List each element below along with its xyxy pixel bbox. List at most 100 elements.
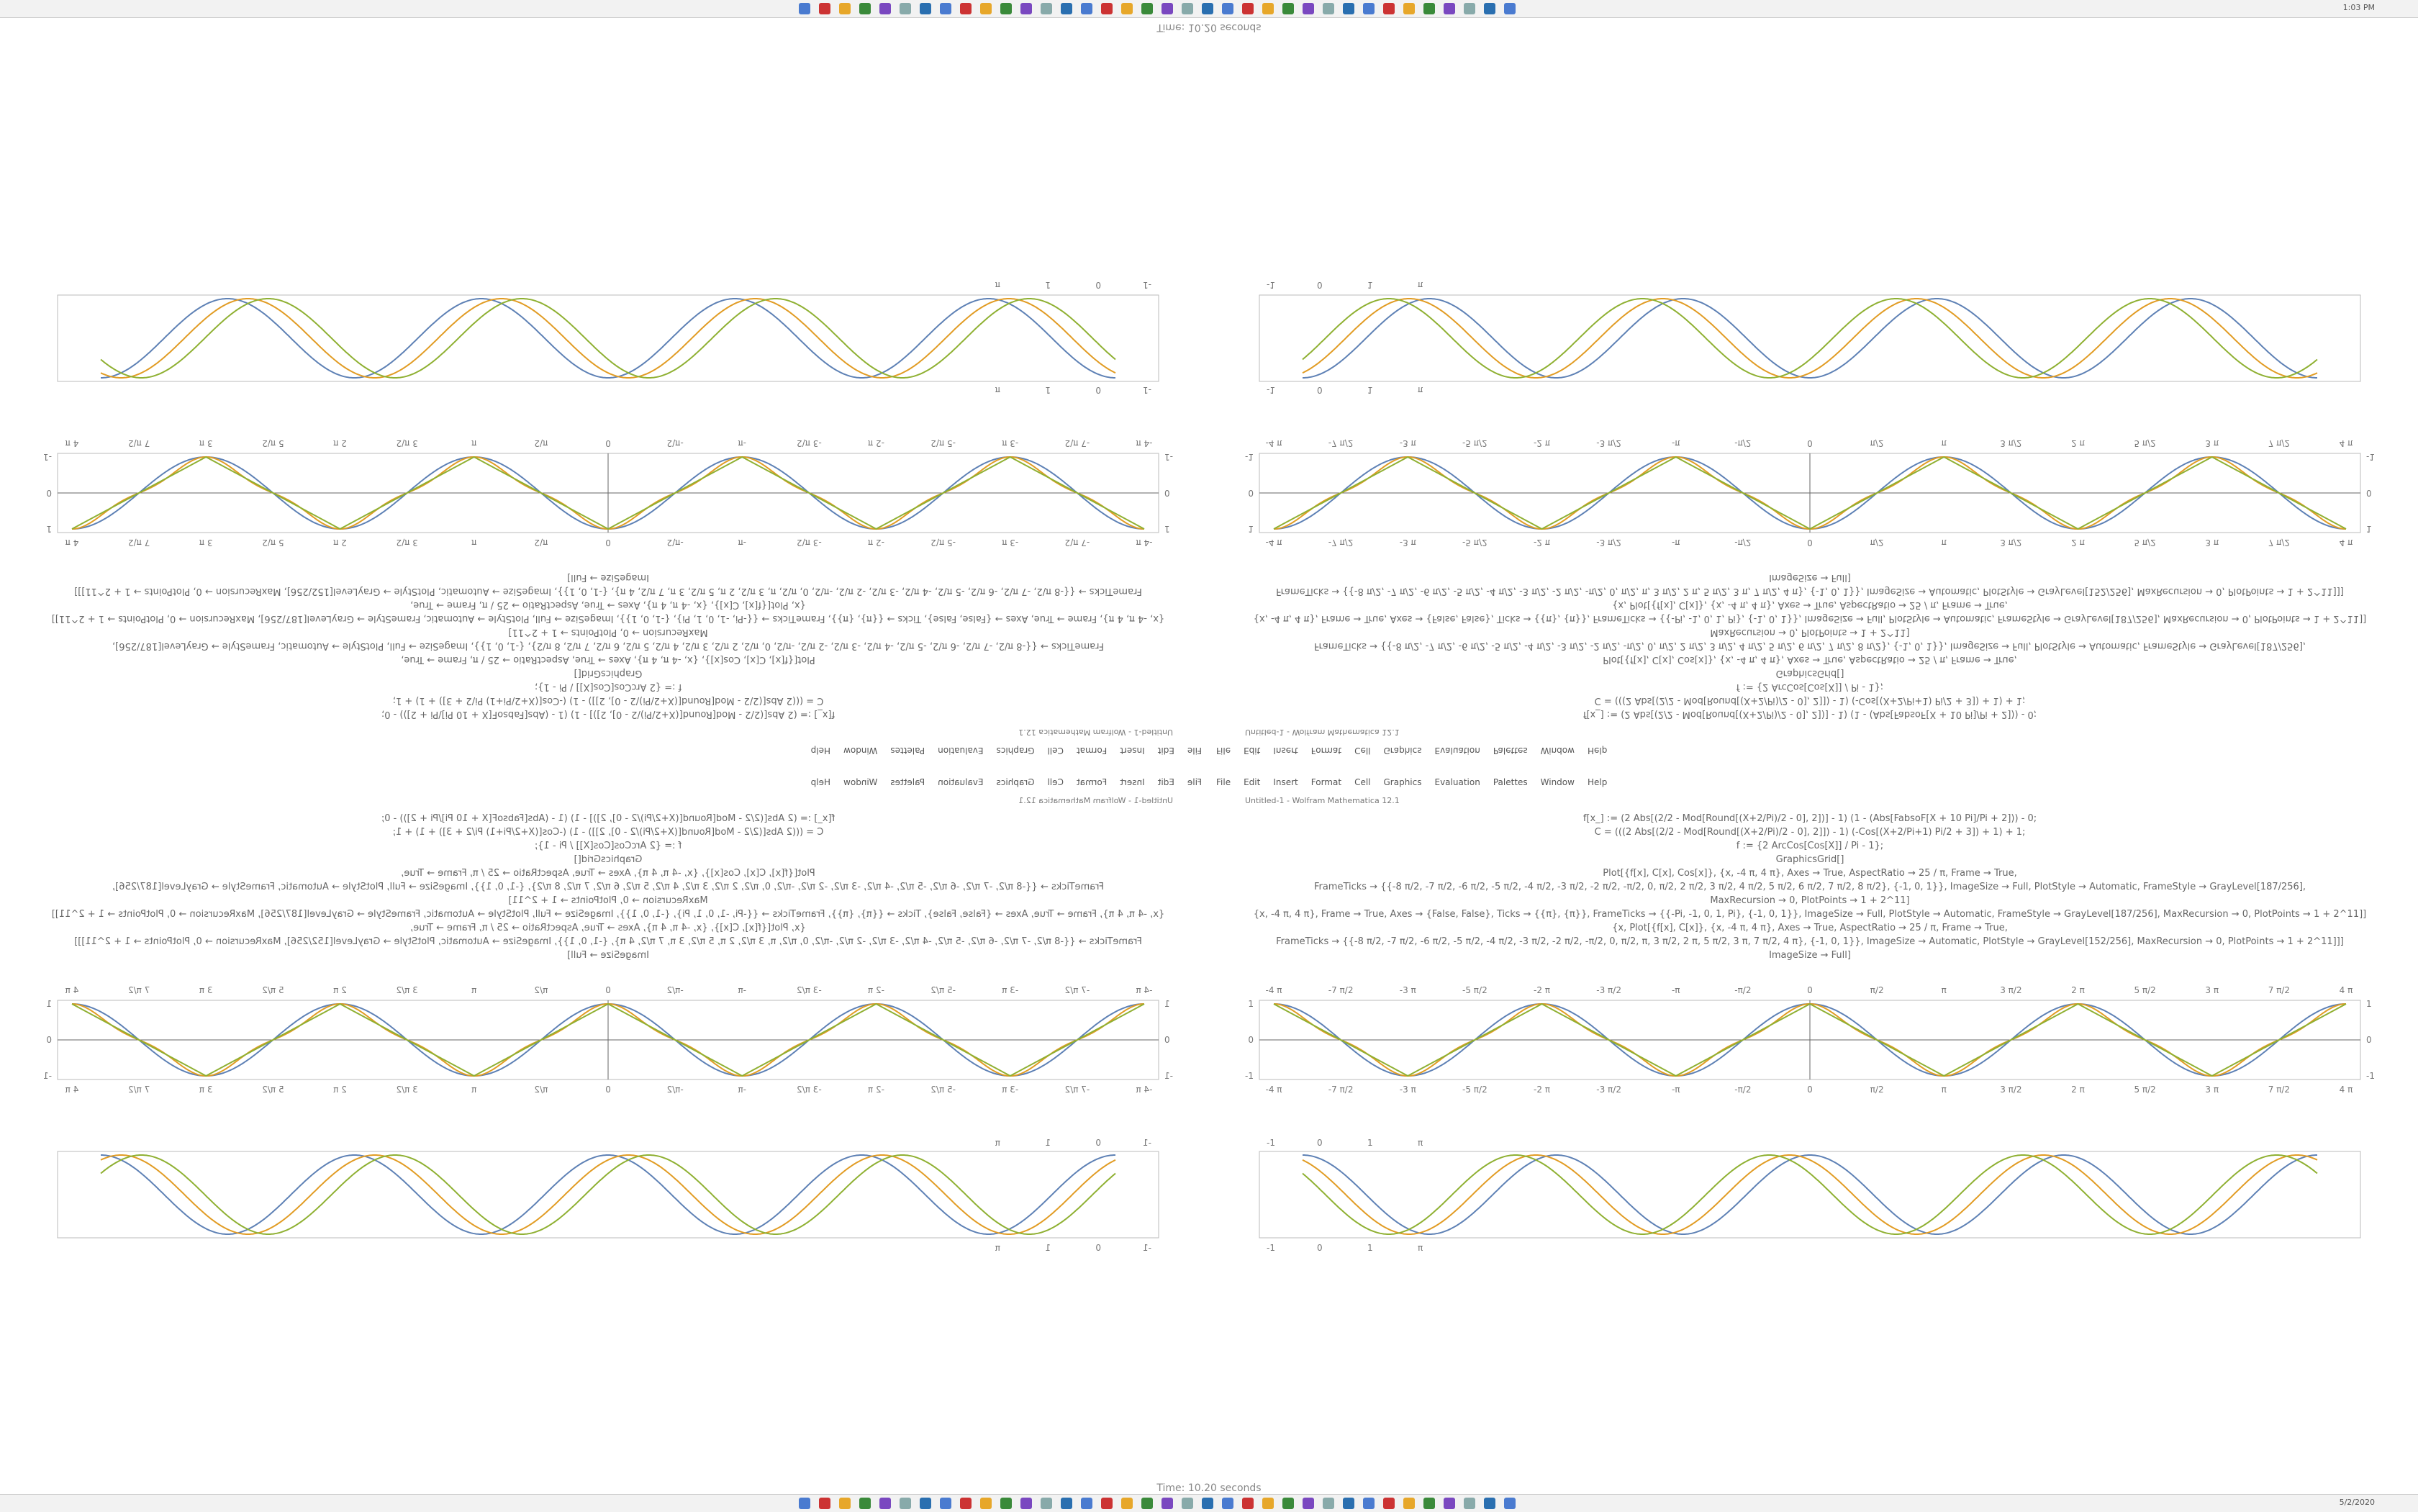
menu-item[interactable]: Edit bbox=[1157, 746, 1174, 756]
app-icon[interactable] bbox=[859, 1498, 871, 1509]
app-icon[interactable] bbox=[1182, 3, 1193, 14]
app-icon[interactable] bbox=[1363, 3, 1375, 14]
menu-item[interactable]: Edit bbox=[1244, 777, 1261, 787]
menu-item[interactable]: Palettes bbox=[890, 746, 925, 756]
app-icon[interactable] bbox=[1282, 3, 1294, 14]
menu-item[interactable]: Graphics bbox=[996, 777, 1035, 787]
menu-item[interactable]: Insert bbox=[1120, 777, 1145, 787]
app-icon[interactable] bbox=[1081, 1498, 1092, 1509]
app-icon[interactable] bbox=[1202, 1498, 1213, 1509]
app-icon[interactable] bbox=[1423, 1498, 1435, 1509]
app-icon[interactable] bbox=[1020, 1498, 1032, 1509]
menu-item[interactable]: Help bbox=[810, 777, 831, 787]
app-icon[interactable] bbox=[1000, 3, 1012, 14]
app-icon[interactable] bbox=[960, 1498, 972, 1509]
menu-item[interactable]: Palettes bbox=[890, 777, 925, 787]
app-icon[interactable] bbox=[1101, 3, 1113, 14]
app-icon[interactable] bbox=[1061, 1498, 1072, 1509]
menu-item[interactable]: File bbox=[1216, 746, 1231, 756]
app-icon[interactable] bbox=[1323, 1498, 1334, 1509]
app-icon[interactable] bbox=[1101, 1498, 1113, 1509]
menu-item[interactable]: Window bbox=[843, 746, 878, 756]
app-icon[interactable] bbox=[859, 3, 871, 14]
app-icon[interactable] bbox=[1282, 1498, 1294, 1509]
menu-item[interactable]: Graphics bbox=[1383, 777, 1422, 787]
menu-item[interactable]: File bbox=[1216, 777, 1231, 787]
app-icon[interactable] bbox=[1041, 1498, 1052, 1509]
app-icon[interactable] bbox=[799, 1498, 810, 1509]
app-icon[interactable] bbox=[900, 1498, 911, 1509]
app-icon[interactable] bbox=[1242, 3, 1254, 14]
app-icon[interactable] bbox=[1403, 1498, 1415, 1509]
menu-item[interactable]: Format bbox=[1076, 777, 1108, 787]
app-icon[interactable] bbox=[1504, 3, 1516, 14]
app-icon[interactable] bbox=[1484, 1498, 1495, 1509]
menu-item[interactable]: Window bbox=[1540, 777, 1575, 787]
menu-item[interactable]: Cell bbox=[1354, 746, 1371, 756]
menu-item[interactable]: Insert bbox=[1273, 746, 1298, 756]
menu-item[interactable]: Evaluation bbox=[938, 777, 984, 787]
menu-item[interactable]: Cell bbox=[1047, 777, 1064, 787]
menu-item[interactable]: Format bbox=[1076, 746, 1108, 756]
menu-item[interactable]: Format bbox=[1310, 746, 1342, 756]
app-icon[interactable] bbox=[819, 3, 830, 14]
app-icon[interactable] bbox=[1262, 1498, 1274, 1509]
app-icon[interactable] bbox=[839, 3, 851, 14]
menu-item[interactable]: Edit bbox=[1157, 777, 1174, 787]
app-icon[interactable] bbox=[839, 1498, 851, 1509]
app-icon[interactable] bbox=[879, 1498, 891, 1509]
app-icon[interactable] bbox=[1262, 3, 1274, 14]
app-icon[interactable] bbox=[1403, 3, 1415, 14]
app-icon[interactable] bbox=[1222, 1498, 1233, 1509]
menu-item[interactable]: Help bbox=[1587, 777, 1608, 787]
app-icon[interactable] bbox=[819, 1498, 830, 1509]
app-icon[interactable] bbox=[1141, 3, 1153, 14]
app-icon[interactable] bbox=[1444, 3, 1455, 14]
app-icon[interactable] bbox=[980, 1498, 992, 1509]
app-icon[interactable] bbox=[940, 3, 951, 14]
app-icon[interactable] bbox=[900, 3, 911, 14]
app-icon[interactable] bbox=[1242, 1498, 1254, 1509]
app-icon[interactable] bbox=[920, 3, 931, 14]
menu-item[interactable]: Cell bbox=[1047, 746, 1064, 756]
app-icon[interactable] bbox=[879, 3, 891, 14]
app-icon[interactable] bbox=[1141, 1498, 1153, 1509]
app-icon[interactable] bbox=[1041, 3, 1052, 14]
menu-item[interactable]: Insert bbox=[1273, 777, 1298, 787]
app-icon[interactable] bbox=[940, 1498, 951, 1509]
menu-item[interactable]: File bbox=[1187, 777, 1202, 787]
menu-item[interactable]: Graphics bbox=[1383, 746, 1422, 756]
app-icon[interactable] bbox=[1504, 1498, 1516, 1509]
app-icon[interactable] bbox=[1081, 3, 1092, 14]
app-icon[interactable] bbox=[1121, 3, 1133, 14]
menu-item[interactable]: Evaluation bbox=[1434, 746, 1480, 756]
app-icon[interactable] bbox=[1343, 3, 1354, 14]
app-icon[interactable] bbox=[1162, 3, 1173, 14]
menu-item[interactable]: File bbox=[1187, 746, 1202, 756]
app-icon[interactable] bbox=[799, 3, 810, 14]
app-icon[interactable] bbox=[1383, 1498, 1395, 1509]
menu-item[interactable]: Palettes bbox=[1493, 746, 1528, 756]
app-icon[interactable] bbox=[1464, 1498, 1475, 1509]
app-icon[interactable] bbox=[1303, 3, 1314, 14]
menu-item[interactable]: Format bbox=[1310, 777, 1342, 787]
app-icon[interactable] bbox=[1423, 3, 1435, 14]
menu-item[interactable]: Help bbox=[1587, 746, 1608, 756]
app-icon[interactable] bbox=[1000, 1498, 1012, 1509]
app-icon[interactable] bbox=[1323, 3, 1334, 14]
menu-item[interactable]: Edit bbox=[1244, 746, 1261, 756]
menu-item[interactable]: Evaluation bbox=[1434, 777, 1480, 787]
app-icon[interactable] bbox=[1363, 1498, 1375, 1509]
app-icon[interactable] bbox=[920, 1498, 931, 1509]
app-icon[interactable] bbox=[980, 3, 992, 14]
menu-item[interactable]: Palettes bbox=[1493, 777, 1528, 787]
app-icon[interactable] bbox=[1121, 1498, 1133, 1509]
app-icon[interactable] bbox=[1484, 3, 1495, 14]
app-icon[interactable] bbox=[1061, 3, 1072, 14]
menu-item[interactable]: Window bbox=[1540, 746, 1575, 756]
menu-item[interactable]: Graphics bbox=[996, 746, 1035, 756]
menu-item[interactable]: Insert bbox=[1120, 746, 1145, 756]
app-icon[interactable] bbox=[1343, 1498, 1354, 1509]
app-icon[interactable] bbox=[960, 3, 972, 14]
menu-item[interactable]: Evaluation bbox=[938, 746, 984, 756]
